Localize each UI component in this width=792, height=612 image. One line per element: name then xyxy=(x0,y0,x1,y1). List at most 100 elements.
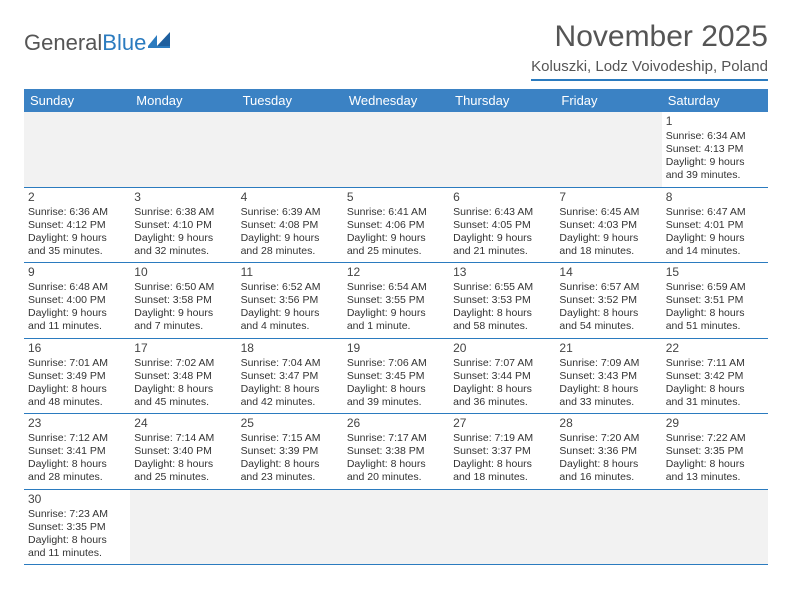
sunset-text: Sunset: 3:45 PM xyxy=(347,370,445,383)
sunset-text: Sunset: 4:10 PM xyxy=(134,219,232,232)
calendar-day-cell: 2Sunrise: 6:36 AMSunset: 4:12 PMDaylight… xyxy=(24,187,130,263)
calendar-week-row: 9Sunrise: 6:48 AMSunset: 4:00 PMDaylight… xyxy=(24,263,768,339)
daylight-text: Daylight: 9 hours and 4 minutes. xyxy=(241,307,339,333)
daylight-text: Daylight: 9 hours and 11 minutes. xyxy=(28,307,126,333)
weekday-header: Wednesday xyxy=(343,89,449,112)
calendar-empty-cell xyxy=(662,489,768,565)
calendar-page: GeneralBlue November 2025 Koluszki, Lodz… xyxy=(0,0,792,585)
day-number: 1 xyxy=(666,114,764,129)
calendar-empty-cell xyxy=(555,112,661,187)
day-number: 9 xyxy=(28,265,126,280)
sunrise-text: Sunrise: 6:45 AM xyxy=(559,206,657,219)
daylight-text: Daylight: 8 hours and 31 minutes. xyxy=(666,383,764,409)
sunrise-text: Sunrise: 7:06 AM xyxy=(347,357,445,370)
sunset-text: Sunset: 3:52 PM xyxy=(559,294,657,307)
daylight-text: Daylight: 8 hours and 18 minutes. xyxy=(453,458,551,484)
sunset-text: Sunset: 4:01 PM xyxy=(666,219,764,232)
sunrise-text: Sunrise: 7:12 AM xyxy=(28,432,126,445)
calendar-day-cell: 3Sunrise: 6:38 AMSunset: 4:10 PMDaylight… xyxy=(130,187,236,263)
calendar-week-row: 16Sunrise: 7:01 AMSunset: 3:49 PMDayligh… xyxy=(24,338,768,414)
title-block: November 2025 Koluszki, Lodz Voivodeship… xyxy=(531,20,768,81)
sunrise-text: Sunrise: 6:41 AM xyxy=(347,206,445,219)
sunset-text: Sunset: 3:58 PM xyxy=(134,294,232,307)
sunrise-text: Sunrise: 6:52 AM xyxy=(241,281,339,294)
sunrise-text: Sunrise: 6:36 AM xyxy=(28,206,126,219)
sunrise-text: Sunrise: 6:54 AM xyxy=(347,281,445,294)
daylight-text: Daylight: 8 hours and 20 minutes. xyxy=(347,458,445,484)
sunrise-text: Sunrise: 6:43 AM xyxy=(453,206,551,219)
daylight-text: Daylight: 8 hours and 23 minutes. xyxy=(241,458,339,484)
sunrise-text: Sunrise: 6:50 AM xyxy=(134,281,232,294)
sunset-text: Sunset: 4:13 PM xyxy=(666,143,764,156)
calendar-week-row: 23Sunrise: 7:12 AMSunset: 3:41 PMDayligh… xyxy=(24,414,768,490)
calendar-empty-cell xyxy=(237,489,343,565)
sunset-text: Sunset: 3:36 PM xyxy=(559,445,657,458)
daylight-text: Daylight: 8 hours and 58 minutes. xyxy=(453,307,551,333)
sunrise-text: Sunrise: 7:14 AM xyxy=(134,432,232,445)
weekday-header: Monday xyxy=(130,89,236,112)
page-title: November 2025 xyxy=(531,20,768,54)
calendar-day-cell: 10Sunrise: 6:50 AMSunset: 3:58 PMDayligh… xyxy=(130,263,236,339)
daylight-text: Daylight: 8 hours and 25 minutes. xyxy=(134,458,232,484)
day-number: 27 xyxy=(453,416,551,431)
calendar-day-cell: 22Sunrise: 7:11 AMSunset: 3:42 PMDayligh… xyxy=(662,338,768,414)
calendar-empty-cell xyxy=(130,112,236,187)
daylight-text: Daylight: 9 hours and 14 minutes. xyxy=(666,232,764,258)
daylight-text: Daylight: 9 hours and 28 minutes. xyxy=(241,232,339,258)
sunset-text: Sunset: 3:55 PM xyxy=(347,294,445,307)
sunrise-text: Sunrise: 7:17 AM xyxy=(347,432,445,445)
sunrise-text: Sunrise: 6:34 AM xyxy=(666,130,764,143)
sunrise-text: Sunrise: 6:48 AM xyxy=(28,281,126,294)
daylight-text: Daylight: 8 hours and 33 minutes. xyxy=(559,383,657,409)
daylight-text: Daylight: 8 hours and 51 minutes. xyxy=(666,307,764,333)
sunset-text: Sunset: 3:49 PM xyxy=(28,370,126,383)
calendar-day-cell: 16Sunrise: 7:01 AMSunset: 3:49 PMDayligh… xyxy=(24,338,130,414)
day-number: 23 xyxy=(28,416,126,431)
calendar-head: SundayMondayTuesdayWednesdayThursdayFrid… xyxy=(24,89,768,112)
day-number: 29 xyxy=(666,416,764,431)
calendar-day-cell: 1Sunrise: 6:34 AMSunset: 4:13 PMDaylight… xyxy=(662,112,768,187)
sunrise-text: Sunrise: 7:15 AM xyxy=(241,432,339,445)
sunset-text: Sunset: 4:12 PM xyxy=(28,219,126,232)
calendar-body: 1Sunrise: 6:34 AMSunset: 4:13 PMDaylight… xyxy=(24,112,768,565)
weekday-header: Sunday xyxy=(24,89,130,112)
daylight-text: Daylight: 9 hours and 32 minutes. xyxy=(134,232,232,258)
day-number: 19 xyxy=(347,341,445,356)
calendar-day-cell: 13Sunrise: 6:55 AMSunset: 3:53 PMDayligh… xyxy=(449,263,555,339)
daylight-text: Daylight: 9 hours and 21 minutes. xyxy=(453,232,551,258)
calendar-day-cell: 17Sunrise: 7:02 AMSunset: 3:48 PMDayligh… xyxy=(130,338,236,414)
day-number: 10 xyxy=(134,265,232,280)
day-number: 26 xyxy=(347,416,445,431)
daylight-text: Daylight: 9 hours and 39 minutes. xyxy=(666,156,764,182)
day-number: 20 xyxy=(453,341,551,356)
sunset-text: Sunset: 4:05 PM xyxy=(453,219,551,232)
daylight-text: Daylight: 8 hours and 48 minutes. xyxy=(28,383,126,409)
calendar-day-cell: 8Sunrise: 6:47 AMSunset: 4:01 PMDaylight… xyxy=(662,187,768,263)
daylight-text: Daylight: 9 hours and 25 minutes. xyxy=(347,232,445,258)
sunrise-text: Sunrise: 7:22 AM xyxy=(666,432,764,445)
daylight-text: Daylight: 8 hours and 11 minutes. xyxy=(28,534,126,560)
daylight-text: Daylight: 9 hours and 1 minute. xyxy=(347,307,445,333)
calendar-week-row: 1Sunrise: 6:34 AMSunset: 4:13 PMDaylight… xyxy=(24,112,768,187)
sunset-text: Sunset: 3:43 PM xyxy=(559,370,657,383)
calendar-day-cell: 26Sunrise: 7:17 AMSunset: 3:38 PMDayligh… xyxy=(343,414,449,490)
day-number: 5 xyxy=(347,190,445,205)
sunrise-text: Sunrise: 7:23 AM xyxy=(28,508,126,521)
sunrise-text: Sunrise: 7:11 AM xyxy=(666,357,764,370)
day-number: 13 xyxy=(453,265,551,280)
calendar-empty-cell xyxy=(343,489,449,565)
sunset-text: Sunset: 4:06 PM xyxy=(347,219,445,232)
sunrise-text: Sunrise: 7:02 AM xyxy=(134,357,232,370)
weekday-header: Tuesday xyxy=(237,89,343,112)
day-number: 24 xyxy=(134,416,232,431)
daylight-text: Daylight: 9 hours and 7 minutes. xyxy=(134,307,232,333)
sunrise-text: Sunrise: 7:09 AM xyxy=(559,357,657,370)
sunset-text: Sunset: 3:51 PM xyxy=(666,294,764,307)
daylight-text: Daylight: 8 hours and 28 minutes. xyxy=(28,458,126,484)
calendar-day-cell: 20Sunrise: 7:07 AMSunset: 3:44 PMDayligh… xyxy=(449,338,555,414)
sunset-text: Sunset: 3:53 PM xyxy=(453,294,551,307)
calendar-day-cell: 21Sunrise: 7:09 AMSunset: 3:43 PMDayligh… xyxy=(555,338,661,414)
weekday-header: Friday xyxy=(555,89,661,112)
sunset-text: Sunset: 3:38 PM xyxy=(347,445,445,458)
calendar-day-cell: 30Sunrise: 7:23 AMSunset: 3:35 PMDayligh… xyxy=(24,489,130,565)
